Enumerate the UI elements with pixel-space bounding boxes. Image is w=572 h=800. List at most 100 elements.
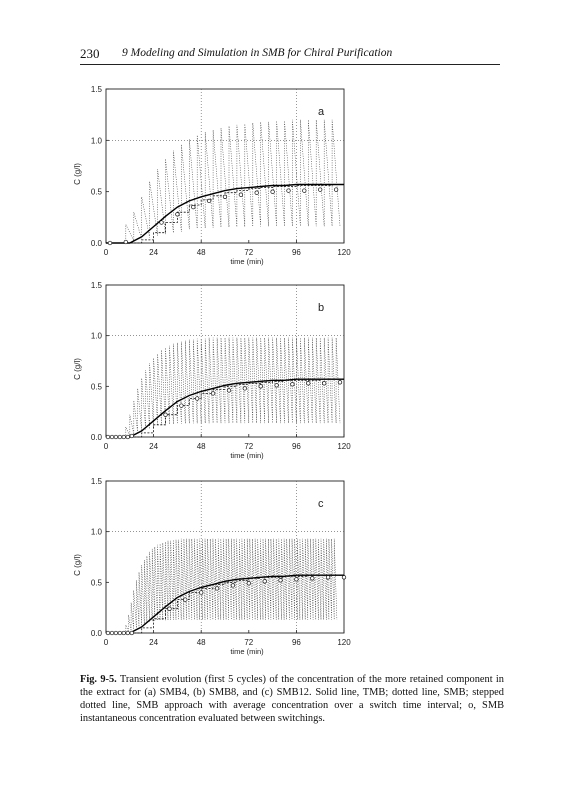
smb-instantaneous-point: [179, 403, 184, 408]
smb-instantaneous-point: [278, 578, 283, 583]
smb-instantaneous-point: [246, 581, 251, 586]
x-tick-label: 120: [337, 248, 351, 257]
x-tick-label: 72: [244, 248, 253, 257]
smb-instantaneous-point: [191, 204, 196, 210]
smb-instantaneous-point: [125, 630, 130, 636]
x-axis-label: time (min): [230, 647, 264, 656]
x-tick-label: 72: [244, 442, 253, 451]
smb-instantaneous-point: [159, 220, 164, 225]
panel-label: a: [318, 106, 325, 118]
smb-instantaneous-point: [163, 412, 168, 417]
x-axis-label: time (min): [230, 451, 264, 460]
smb-instantaneous-point: [167, 606, 172, 611]
y-tick-label: 1.5: [91, 85, 103, 94]
y-axis-label: C (g/l): [73, 554, 82, 576]
smb-instantaneous-point: [121, 630, 126, 636]
smb-dotted-line: [106, 119, 341, 244]
tmb-solid-line: [106, 574, 344, 634]
tmb-solid-line: [106, 378, 344, 438]
x-tick-label: 48: [197, 442, 206, 451]
smb-instantaneous-point: [113, 630, 119, 636]
smb-instantaneous-point: [290, 382, 295, 387]
smb-instantaneous-point: [226, 388, 232, 393]
chart-panel-b: 0 24 48 72 96 120 0.0 0.5 1.0 1.5 time (min) C (g/l…: [73, 281, 351, 460]
smb-instantaneous-point: [123, 239, 128, 245]
smb-instantaneous-point: [214, 586, 220, 591]
smb-instantaneous-point: [113, 434, 119, 440]
plot-frame: [105, 284, 345, 438]
plot-frame: [105, 480, 345, 634]
x-tick-label: 0: [104, 442, 109, 451]
y-tick-label: 0.5: [91, 382, 103, 391]
y-tick-label: 0.5: [91, 188, 103, 197]
smb-instantaneous-point: [242, 386, 247, 391]
smb-instantaneous-point: [117, 434, 123, 440]
x-tick-label: 0: [104, 638, 109, 647]
smb-instantaneous-point: [109, 630, 115, 636]
smb-instantaneous-point: [125, 434, 130, 440]
smb-instantaneous-point: [107, 240, 113, 246]
smb-instantaneous-point: [258, 384, 263, 389]
y-tick-label: 0.0: [91, 239, 103, 248]
figure-caption: Fig. 9-5. Transient evolution (first 5 c…: [80, 673, 504, 725]
x-tick-label: 48: [197, 638, 206, 647]
smb-instantaneous-point: [238, 192, 244, 197]
x-tick-label: 120: [337, 638, 351, 647]
smb-instantaneous-point: [109, 434, 115, 440]
x-tick-label: 24: [149, 442, 158, 451]
smb-instantaneous-point: [325, 575, 331, 580]
smb-dotted-line: [106, 538, 338, 634]
x-tick-label: 24: [149, 248, 158, 257]
smb-instantaneous-point: [199, 590, 204, 595]
running-title: 9 Modeling and Simulation in SMB for Chi…: [122, 47, 393, 59]
x-tick-label: 24: [149, 638, 158, 647]
tmb-solid-line: [106, 183, 344, 244]
y-tick-label: 1.0: [91, 136, 103, 145]
smb-instantaneous-point: [121, 434, 126, 440]
y-tick-label: 0.5: [91, 578, 103, 587]
caption-text: Transient evolution (first 5 cycles) of …: [80, 674, 505, 724]
y-tick-label: 0.0: [91, 629, 103, 638]
x-axis-label: time (min): [230, 257, 264, 266]
figure-plots: 0 24 48 72 96 120 0.0 0.5 1.0 1.5 time (min) C (g/l…: [73, 85, 351, 656]
smb-instantaneous-point: [175, 212, 180, 217]
chart-panel-c: 0 24 48 72 96 120 0.0 0.5 1.0 1.5 time (min) C (g/l…: [73, 477, 351, 656]
y-axis-label: C (g/l): [73, 163, 82, 185]
smb-instantaneous-point: [262, 579, 267, 584]
caption-label: Fig. 9-5.: [80, 674, 117, 685]
x-tick-label: 120: [337, 442, 351, 451]
smb-instantaneous-point: [230, 583, 236, 588]
smb-instantaneous-point: [210, 391, 216, 396]
smb-instantaneous-point: [129, 630, 134, 636]
smb-instantaneous-point: [222, 194, 228, 199]
smb-instantaneous-point: [306, 381, 311, 386]
smb-instantaneous-point: [322, 381, 327, 386]
y-tick-label: 1.0: [91, 528, 103, 537]
chart-panel-a: 0 24 48 72 96 120 0.0 0.5 1.0 1.5 time (min) C (g/l…: [73, 85, 351, 266]
smb-instantaneous-point: [341, 575, 347, 580]
page-number: 230: [80, 46, 100, 61]
smb-instantaneous-point: [117, 630, 123, 636]
smb-instantaneous-point: [105, 434, 111, 440]
smb-instantaneous-point: [254, 190, 259, 195]
smb-instantaneous-point: [302, 188, 307, 193]
smb-instantaneous-point: [294, 577, 299, 582]
smb-instantaneous-point: [337, 380, 343, 385]
smb-instantaneous-point: [105, 630, 111, 636]
smb-instantaneous-point: [206, 198, 212, 204]
y-tick-label: 1.5: [91, 281, 103, 290]
x-tick-label: 96: [292, 248, 301, 257]
smb-stepped-dotted-line: [106, 184, 344, 244]
y-tick-label: 1.0: [91, 332, 103, 341]
smb-instantaneous-point: [318, 187, 323, 192]
smb-stepped-dotted-line: [106, 378, 344, 438]
header-rule: [80, 64, 500, 65]
smb-instantaneous-point: [270, 189, 275, 194]
running-header: 230 9 Modeling and Simulation in SMB for…: [80, 46, 500, 64]
smb-instantaneous-point: [129, 433, 134, 439]
smb-dotted-line: [106, 337, 341, 438]
smb-instantaneous-point: [333, 187, 339, 192]
smb-instantaneous-point: [183, 597, 188, 602]
smb-stepped-dotted-line: [106, 574, 344, 634]
plot-frame: [105, 88, 345, 244]
